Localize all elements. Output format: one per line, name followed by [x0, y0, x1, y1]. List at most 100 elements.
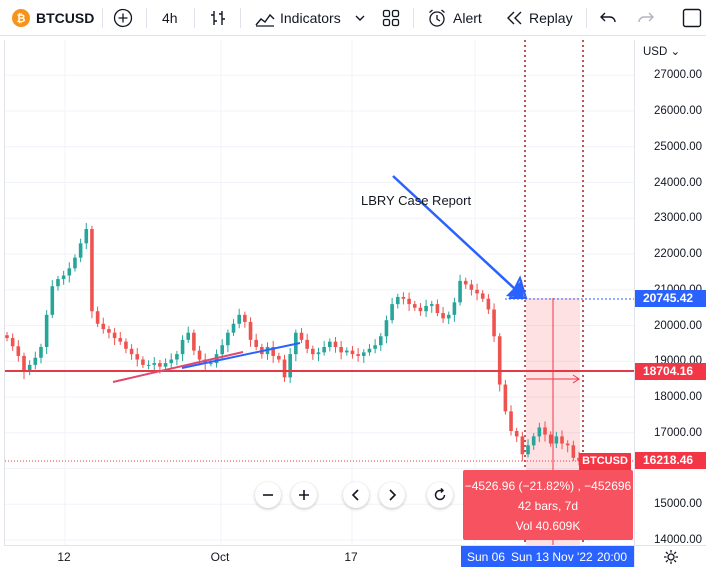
- candle-body: [237, 314, 241, 324]
- candle-body: [112, 332, 117, 339]
- toolbar-divider: [194, 8, 195, 28]
- fullscreen-button[interactable]: [682, 0, 702, 36]
- chevron-down-icon: ⌄: [670, 46, 681, 58]
- candle-body: [163, 363, 168, 367]
- candle-body: [277, 355, 281, 360]
- candle-body: [192, 332, 196, 351]
- time-axis[interactable]: 12 Oct 17 Sun 06 Sun 13 Nov '22 20:00: [4, 545, 634, 567]
- candle-body: [339, 347, 343, 353]
- interval-button[interactable]: 4h: [162, 0, 178, 36]
- blue-trend-line[interactable]: [181, 342, 301, 369]
- candle-body: [152, 363, 157, 365]
- interval-label: 4h: [162, 10, 178, 26]
- price-tick: 26000.00: [654, 105, 702, 118]
- range-start-label: Sun 06: [467, 550, 506, 564]
- candlestick-series: [5, 222, 581, 466]
- candle-body: [390, 304, 394, 321]
- candle-body: [209, 363, 213, 365]
- square-icon: [682, 8, 702, 28]
- layouts-button[interactable]: [382, 0, 400, 36]
- range-date-label: Sun 13 Nov '22: [511, 550, 593, 564]
- candle-body: [197, 350, 202, 360]
- candle-body: [220, 345, 225, 355]
- chevron-left-icon: [351, 489, 359, 501]
- candle-body: [503, 384, 508, 412]
- templates-dropdown[interactable]: [354, 0, 366, 36]
- candle-body: [537, 427, 542, 437]
- replay-button[interactable]: Replay: [506, 0, 573, 36]
- candle-body: [90, 229, 94, 312]
- candle-body: [412, 304, 417, 308]
- redo-button[interactable]: [637, 0, 655, 36]
- candle-body: [560, 436, 564, 444]
- candle-body: [254, 339, 258, 347]
- candle-body: [175, 354, 179, 360]
- alarm-clock-icon: [429, 9, 445, 27]
- symbol-search-button[interactable]: ₿ BTCUSD: [12, 0, 94, 36]
- measure-arrowhead: [572, 374, 580, 384]
- plus-circle-icon: [113, 8, 133, 28]
- price-axis[interactable]: USD ⌄ 27000.00 26000.00 25000.00 24000.00 23…: [634, 40, 706, 546]
- reset-icon: [434, 488, 446, 501]
- candle-body: [480, 293, 485, 299]
- candle-body: [84, 229, 89, 244]
- triangle-pattern[interactable]: [508, 275, 528, 299]
- candle-body: [350, 350, 355, 355]
- candle-body: [554, 436, 559, 444]
- candle-body: [424, 305, 428, 312]
- scroll-right-button[interactable]: [379, 482, 405, 508]
- candle-body: [531, 436, 536, 446]
- indicators-button[interactable]: Indicators: [254, 0, 341, 36]
- toolbar-divider: [146, 8, 147, 28]
- compare-symbol-button[interactable]: [113, 0, 133, 36]
- pink-trend-line[interactable]: [112, 351, 244, 383]
- alert-button[interactable]: Alert: [427, 0, 482, 36]
- candle-body: [345, 350, 349, 353]
- candle-body: [248, 321, 253, 340]
- candle-body: [305, 339, 309, 349]
- candle-body: [180, 339, 185, 355]
- avg-price-label: 20745.42: [635, 290, 706, 308]
- candle-body: [418, 307, 423, 312]
- undo-button[interactable]: [599, 0, 617, 36]
- candle-body: [124, 341, 128, 349]
- candle-body: [50, 286, 55, 315]
- last-price-label: 16218.46: [635, 452, 706, 470]
- currency-selector[interactable]: USD ⌄: [643, 44, 680, 58]
- candle-body: [67, 268, 72, 276]
- candle-body: [328, 341, 332, 347]
- redo-icon: [638, 12, 654, 23]
- undo-icon: [600, 12, 616, 23]
- candle-body: [95, 311, 100, 324]
- candle-body: [22, 355, 26, 373]
- minus-icon: [263, 494, 273, 496]
- candle-body: [514, 431, 519, 437]
- candle-body: [469, 284, 474, 290]
- candle-body: [226, 332, 230, 346]
- candle-body: [39, 347, 43, 358]
- callout-text[interactable]: LBRY Case Report: [361, 193, 472, 208]
- chart-settings-button[interactable]: [634, 545, 706, 567]
- zoom-out-button[interactable]: [255, 482, 281, 508]
- price-tick: 18000.00: [654, 391, 702, 404]
- symbol-label: BTCUSD: [36, 10, 95, 26]
- reset-chart-button[interactable]: [427, 482, 453, 508]
- zoom-in-button[interactable]: [291, 482, 317, 508]
- candle-body: [299, 332, 304, 340]
- candle-body: [378, 336, 383, 346]
- callout-arrow-line[interactable]: [392, 175, 517, 291]
- candle-body: [497, 336, 502, 385]
- candle-body: [429, 304, 434, 306]
- candle-body: [509, 411, 513, 432]
- chart-type-button[interactable]: [208, 0, 228, 36]
- candle-body: [322, 347, 326, 353]
- candle-body: [441, 313, 445, 319]
- scroll-left-button[interactable]: [343, 482, 369, 508]
- indicators-icon: [255, 13, 275, 27]
- candle-body: [463, 280, 468, 285]
- candle-body: [543, 427, 547, 435]
- toolbar-divider: [586, 8, 587, 28]
- horizontal-line-price-label: 18704.16: [635, 363, 706, 381]
- chevron-down-icon: [355, 15, 365, 21]
- grid-layout-icon: [382, 9, 400, 27]
